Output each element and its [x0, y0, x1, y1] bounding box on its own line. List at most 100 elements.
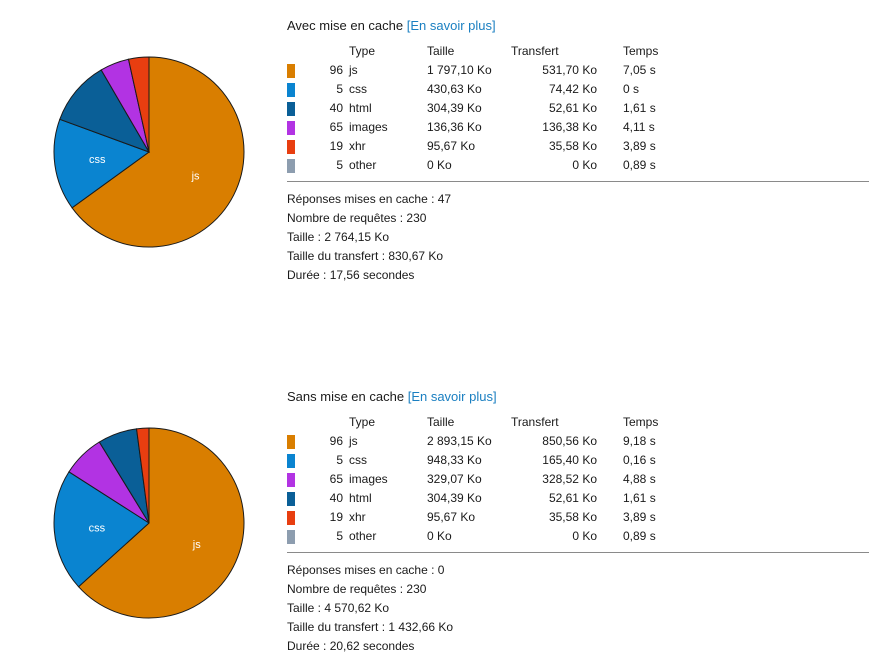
pie-chart-svg: js css	[53, 427, 245, 619]
request-count: 5	[336, 529, 343, 543]
learn-more-link[interactable]: [En savoir plus]	[407, 389, 497, 404]
resource-type: other	[349, 529, 377, 543]
stat-label: Taille :	[287, 230, 322, 244]
learn-more-link[interactable]: [En savoir plus]	[406, 18, 496, 33]
gap-cell	[597, 118, 623, 137]
section-title: Sans mise en cache	[287, 389, 405, 404]
load-time: 0,16 s	[623, 453, 656, 467]
stat-value: 830,67 Ko	[385, 249, 444, 263]
resource-type: images	[349, 120, 388, 134]
resource-size: 0 Ko	[427, 158, 452, 172]
header-size: Taille	[427, 44, 455, 58]
gap-cell	[597, 156, 623, 175]
request-count: 19	[329, 510, 343, 524]
load-time: 0,89 s	[623, 529, 656, 543]
load-time: 0,89 s	[623, 158, 656, 172]
swatch-cell	[287, 527, 295, 546]
stat-value: 47	[434, 192, 452, 206]
stat-line: Nombre de requêtes : 230	[287, 580, 869, 599]
swatch-cell	[287, 432, 295, 451]
header-time: Temps	[623, 44, 659, 58]
stat-label: Nombre de requêtes :	[287, 211, 404, 225]
stat-value: 20,62 secondes	[326, 639, 415, 653]
gap-cell	[597, 432, 623, 451]
type-table: Type Taille Transfert Temps 96 js 1 797,10…	[287, 42, 683, 175]
table-row: 65 images 329,07 Ko 328,52 Ko 4,88 s	[287, 470, 683, 489]
stat-value: 230	[403, 582, 427, 596]
gap-cell	[597, 508, 623, 527]
stat-label: Durée :	[287, 639, 327, 653]
swatch-cell	[287, 470, 295, 489]
gap-cell	[597, 61, 623, 80]
gap-cell	[597, 137, 623, 156]
load-time: 0 s	[623, 82, 640, 96]
resource-type: other	[349, 158, 377, 172]
header-type: Type	[349, 415, 376, 429]
load-time: 1,61 s	[623, 491, 656, 505]
color-swatch	[287, 63, 295, 78]
stat-label: Nombre de requêtes :	[287, 582, 404, 596]
stat-line: Durée : 17,56 secondes	[287, 266, 869, 285]
load-time: 9,18 s	[623, 434, 656, 448]
gap-cell	[597, 527, 623, 546]
header-gap-cell	[597, 42, 623, 61]
swatch-cell	[287, 508, 295, 527]
color-swatch	[287, 453, 295, 468]
request-count: 19	[329, 139, 343, 153]
color-swatch	[287, 434, 295, 449]
color-swatch	[287, 510, 295, 525]
table-row: 19 xhr 95,67 Ko 35,58 Ko 3,89 s	[287, 508, 683, 527]
resource-size: 304,39 Ko	[427, 491, 482, 505]
pie-slice-css	[53, 118, 151, 209]
transfer-size: 35,58 Ko	[548, 510, 597, 524]
stat-label: Taille du transfert :	[287, 620, 386, 634]
color-swatch	[287, 101, 295, 116]
transfer-size: 531,70 Ko	[542, 63, 597, 77]
header-count-cell	[295, 413, 349, 432]
pie-label-js: js	[191, 171, 200, 183]
table-header-row: Type Taille Transfert Temps	[287, 413, 683, 432]
swatch-cell	[287, 61, 295, 80]
resource-type: css	[349, 82, 367, 96]
header-transfer: Transfert	[511, 44, 559, 58]
gap-cell	[597, 489, 623, 508]
color-swatch	[287, 491, 295, 506]
swatch-cell	[287, 451, 295, 470]
type-table-body: 96 js 1 797,10 Ko 531,70 Ko 7,05 s 5 css 430,63…	[287, 61, 683, 175]
color-swatch	[287, 120, 295, 135]
transfer-size: 0 Ko	[572, 158, 597, 172]
stat-line: Taille : 2 764,15 Ko	[287, 228, 869, 247]
resource-size: 2 893,15 Ko	[427, 434, 492, 448]
divider	[287, 181, 869, 182]
swatch-cell	[287, 118, 295, 137]
header-gap-cell	[597, 413, 623, 432]
pie-chart-with-cache: js css	[52, 55, 246, 249]
pie-label-js: js	[192, 539, 201, 551]
resource-type: xhr	[349, 510, 366, 524]
color-swatch	[287, 139, 295, 154]
section-title: Avec mise en cache	[287, 18, 404, 33]
table-row: 96 js 2 893,15 Ko 850,56 Ko 9,18 s	[287, 432, 683, 451]
summary-stats: Réponses mises en cache : 47 Nombre de re…	[287, 190, 869, 285]
pie-label-css: css	[89, 154, 106, 166]
section-title-row: Avec mise en cache [En savoir plus]	[287, 17, 869, 35]
request-count: 96	[329, 63, 343, 77]
load-time: 4,88 s	[623, 472, 656, 486]
resource-size: 95,67 Ko	[427, 139, 476, 153]
table-row: 19 xhr 95,67 Ko 35,58 Ko 3,89 s	[287, 137, 683, 156]
resource-size: 0 Ko	[427, 529, 452, 543]
stat-label: Réponses mises en cache :	[287, 563, 435, 577]
resource-type: css	[349, 453, 367, 467]
table-header-row: Type Taille Transfert Temps	[287, 42, 683, 61]
transfer-size: 328,52 Ko	[542, 472, 597, 486]
resource-size: 948,33 Ko	[427, 453, 482, 467]
resource-type: html	[349, 101, 372, 115]
header-count-cell	[295, 42, 349, 61]
gap-cell	[597, 80, 623, 99]
swatch-cell	[287, 99, 295, 118]
table-row: 5 other 0 Ko 0 Ko 0,89 s	[287, 156, 683, 175]
resource-size: 95,67 Ko	[427, 510, 476, 524]
resource-type: html	[349, 491, 372, 505]
request-count: 5	[336, 82, 343, 96]
resource-size: 430,63 Ko	[427, 82, 482, 96]
